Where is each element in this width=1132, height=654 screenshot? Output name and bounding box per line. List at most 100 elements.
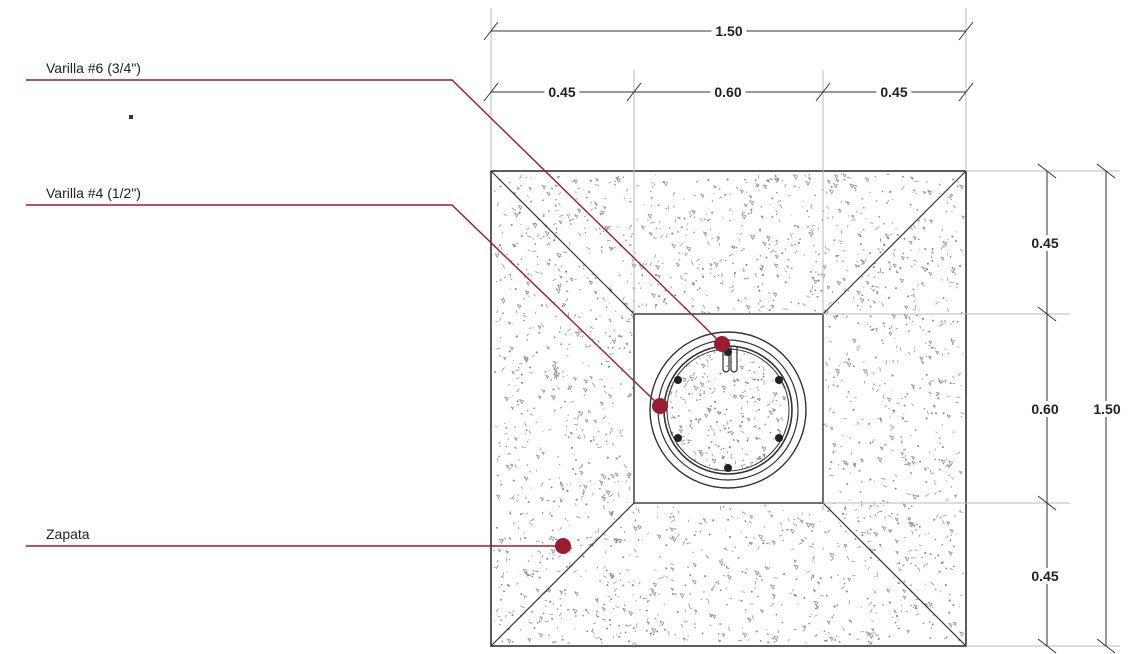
concrete-speck bbox=[600, 249, 603, 254]
concrete-speck bbox=[939, 442, 941, 444]
concrete-speck bbox=[759, 229, 761, 232]
concrete-speck bbox=[843, 543, 848, 548]
concrete-speck bbox=[630, 273, 632, 275]
concrete-speck bbox=[680, 623, 684, 627]
concrete-speck bbox=[836, 280, 841, 286]
concrete-speck bbox=[729, 208, 731, 212]
concrete-speck bbox=[619, 579, 622, 581]
concrete-speck bbox=[711, 614, 717, 620]
concrete-speck bbox=[877, 560, 879, 562]
concrete-speck bbox=[571, 333, 573, 335]
concrete-speck bbox=[704, 218, 706, 221]
concrete-speck bbox=[594, 183, 600, 187]
concrete-speck bbox=[749, 541, 753, 546]
concrete-speck bbox=[670, 587, 674, 592]
concrete-speck bbox=[509, 511, 512, 513]
concrete-speck bbox=[886, 202, 888, 204]
concrete-speck bbox=[779, 522, 783, 526]
concrete-speck bbox=[587, 365, 590, 367]
concrete-speck bbox=[894, 287, 898, 290]
concrete-speck bbox=[788, 518, 790, 522]
concrete-speck bbox=[768, 511, 770, 513]
concrete-speck bbox=[560, 500, 562, 503]
concrete-speck bbox=[843, 582, 846, 585]
concrete-speck bbox=[757, 595, 759, 598]
concrete-speck bbox=[918, 525, 921, 528]
concrete-speck bbox=[620, 335, 623, 338]
concrete-speck bbox=[629, 331, 632, 334]
concrete-speck bbox=[508, 584, 511, 587]
concrete-speck bbox=[726, 365, 729, 368]
concrete-speck bbox=[793, 518, 795, 521]
concrete-speck bbox=[925, 373, 928, 376]
concrete-speck bbox=[672, 191, 676, 196]
concrete-speck bbox=[520, 486, 524, 489]
concrete-speck bbox=[494, 371, 497, 374]
concrete-speck bbox=[889, 265, 893, 268]
concrete-speck bbox=[499, 355, 501, 357]
concrete-speck bbox=[546, 191, 551, 197]
concrete-speck bbox=[623, 234, 625, 237]
concrete-speck bbox=[929, 379, 934, 383]
concrete-speck bbox=[832, 411, 835, 414]
concrete-speck bbox=[947, 396, 950, 398]
concrete-speck bbox=[811, 293, 814, 296]
concrete-speck bbox=[606, 627, 609, 630]
concrete-speck bbox=[592, 628, 594, 631]
concrete-speck bbox=[859, 458, 864, 463]
concrete-speck bbox=[572, 218, 574, 221]
concrete-speck bbox=[802, 303, 806, 307]
concrete-speck bbox=[775, 213, 778, 216]
concrete-speck bbox=[757, 534, 764, 541]
concrete-speck bbox=[551, 364, 557, 370]
concrete-speck bbox=[695, 613, 697, 615]
concrete-speck bbox=[619, 632, 622, 634]
concrete-speck bbox=[959, 265, 962, 268]
concrete-speck bbox=[636, 184, 640, 187]
concrete-speck bbox=[624, 631, 627, 634]
concrete-speck bbox=[809, 290, 812, 293]
concrete-speck bbox=[765, 235, 771, 241]
concrete-speck bbox=[525, 595, 527, 598]
concrete-speck bbox=[599, 379, 601, 381]
concrete-speck bbox=[938, 570, 941, 574]
concrete-speck bbox=[762, 241, 767, 247]
concrete-speck bbox=[695, 260, 699, 262]
concrete-speck bbox=[925, 481, 928, 484]
concrete-speck bbox=[886, 397, 892, 403]
concrete-speck bbox=[903, 537, 907, 539]
concrete-speck bbox=[924, 493, 930, 497]
concrete-speck bbox=[757, 572, 759, 574]
concrete-speck bbox=[698, 287, 701, 290]
concrete-speck bbox=[707, 354, 709, 357]
concrete-speck bbox=[509, 512, 512, 515]
concrete-speck bbox=[857, 517, 859, 519]
concrete-speck bbox=[745, 304, 751, 310]
concrete-speck bbox=[556, 366, 559, 369]
concrete-speck bbox=[924, 551, 927, 554]
concrete-speck bbox=[528, 295, 530, 297]
concrete-speck bbox=[921, 317, 925, 321]
concrete-speck bbox=[921, 266, 923, 268]
concrete-speck bbox=[775, 400, 777, 402]
concrete-speck bbox=[617, 538, 623, 544]
concrete-speck bbox=[669, 401, 672, 403]
concrete-speck bbox=[540, 304, 544, 307]
dim-right-bottom: 0.45 bbox=[1027, 568, 1063, 584]
concrete-speck bbox=[627, 472, 632, 477]
concrete-speck bbox=[947, 307, 949, 313]
concrete-speck bbox=[826, 205, 830, 209]
concrete-speck bbox=[836, 224, 838, 227]
concrete-speck bbox=[500, 480, 502, 482]
concrete-speck bbox=[612, 510, 614, 513]
concrete-speck bbox=[870, 315, 872, 318]
concrete-speck bbox=[830, 576, 833, 579]
concrete-speck bbox=[908, 316, 911, 319]
concrete-speck bbox=[589, 330, 592, 333]
concrete-speck bbox=[665, 302, 668, 305]
concrete-speck bbox=[678, 429, 683, 434]
concrete-speck bbox=[607, 346, 610, 349]
concrete-speck bbox=[541, 184, 547, 190]
concrete-speck bbox=[895, 614, 899, 618]
concrete-speck bbox=[528, 522, 534, 526]
